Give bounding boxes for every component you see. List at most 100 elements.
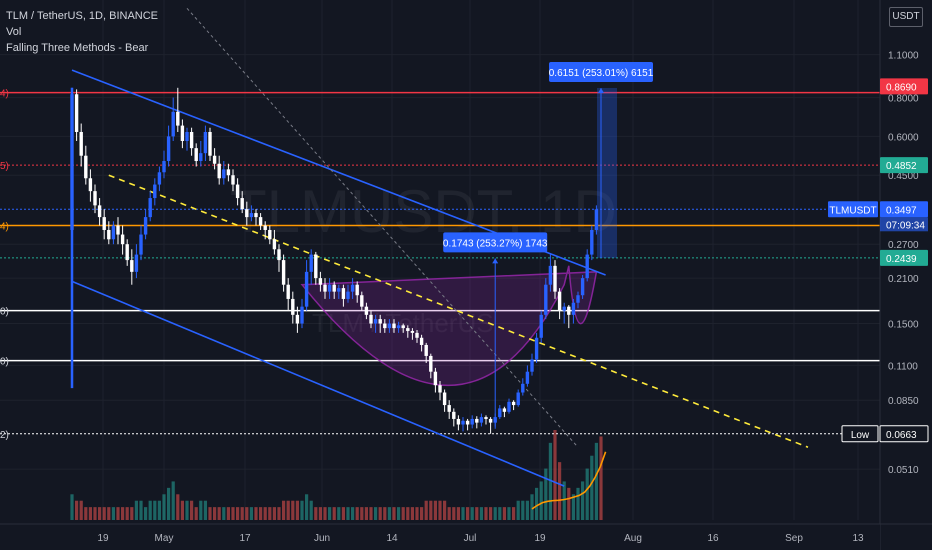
volume-bar [171, 481, 175, 520]
y-tick-label: 0.6000 [888, 132, 919, 143]
candle-body [185, 131, 189, 141]
volume-bar [190, 500, 194, 520]
volume-bar [443, 500, 447, 520]
candle-body [369, 314, 373, 324]
x-tick-label: 19 [97, 533, 109, 544]
candle-body [442, 392, 447, 406]
moving-average-line [531, 451, 607, 510]
candle-body [484, 417, 488, 419]
candle-body [258, 217, 263, 226]
volume-bar [374, 507, 378, 520]
symbol-title[interactable]: TLM / TetherUS, 1D, BINANCE [6, 10, 159, 22]
volume-bar [475, 507, 479, 520]
volume-bar [226, 507, 230, 520]
volume-bar [125, 507, 129, 520]
volume-bar [300, 500, 304, 520]
candle-body [263, 225, 267, 230]
volume-bar [599, 436, 603, 520]
price-tag-label: Low [851, 430, 870, 441]
price-level-left-label: 2) [0, 430, 9, 441]
indicator-pattern-label[interactable]: Falling Three Methods - Bear [6, 42, 149, 54]
candle-body [475, 418, 479, 423]
volume-bar [236, 507, 240, 520]
volume-bar [245, 507, 249, 520]
volume-bar [364, 507, 368, 520]
volume-bar [562, 481, 566, 520]
candle-body [203, 131, 208, 154]
price-level-left-label: 5) [0, 161, 9, 172]
volume-bar [70, 494, 74, 520]
candle-body [97, 205, 102, 218]
volume-bar [484, 507, 488, 520]
volume-bar [493, 507, 497, 520]
candle-body [364, 306, 369, 315]
candle-body [268, 229, 272, 240]
volume-bar [75, 500, 79, 520]
y-tick-label: 0.2700 [888, 240, 919, 251]
candle-body [74, 94, 79, 132]
candle-body [410, 330, 415, 333]
candle-body [488, 418, 493, 423]
candle-body [590, 229, 594, 255]
measurement-label-box [549, 61, 653, 82]
candle-body [401, 325, 405, 329]
volume-bar [116, 507, 120, 520]
chart-legend: TLM / TetherUS, 1D, BINANCE Vol Falling … [6, 8, 158, 56]
candle-body [304, 271, 309, 307]
candle-body [511, 401, 516, 406]
candle-body [286, 284, 290, 299]
y-tick-label: 0.2100 [888, 274, 919, 285]
y-tick-label: 1.1000 [888, 51, 919, 62]
volume-bar [203, 500, 207, 520]
volume-bar [360, 507, 364, 520]
candle-body [194, 148, 198, 162]
currency-button[interactable]: USDT [889, 7, 923, 27]
candle-body [249, 213, 254, 218]
candle-body [539, 314, 543, 338]
candle-body [189, 131, 194, 149]
candle-body [240, 198, 244, 210]
price-axis-label: 0.0663 [886, 430, 917, 441]
volume-bar [323, 507, 327, 520]
volume-bar [558, 462, 562, 520]
volume-bar [387, 507, 391, 520]
volume-bar [512, 507, 516, 520]
candle-body [148, 198, 152, 218]
price-level-left-label: 4) [0, 222, 9, 233]
candle-body [594, 209, 599, 230]
price-level-left-label: 0) [0, 307, 9, 318]
volume-bar [282, 500, 286, 520]
volume-bar [452, 507, 456, 520]
candle-body [226, 169, 231, 176]
volume-bar [571, 494, 575, 520]
candle-body [153, 184, 157, 199]
candle-body [120, 234, 125, 245]
price-level-left-label: 4) [0, 89, 9, 100]
candle-body [332, 284, 336, 292]
x-tick-label: Sep [785, 533, 803, 544]
indicator-volume-label[interactable]: Vol [6, 26, 22, 38]
volume-bar [194, 507, 198, 520]
candle-body [116, 225, 120, 235]
price-axis-label-box [880, 249, 928, 266]
candle-body [525, 371, 530, 384]
volume-bar [139, 500, 143, 520]
measurement-arrowhead [492, 258, 499, 264]
y-tick-label: 0.0850 [888, 396, 919, 407]
volume-bar [447, 507, 451, 520]
volume-bar [102, 507, 106, 520]
volume-bar [213, 507, 217, 520]
x-tick-label: Jul [464, 533, 477, 544]
y-tick-label: 0.1100 [888, 361, 918, 372]
volume-bar [433, 500, 437, 520]
candle-body [548, 265, 553, 285]
volume-bar [328, 507, 332, 520]
candle-body [295, 314, 300, 324]
price-level-left-label: 0) [0, 357, 9, 368]
volume-bar [79, 500, 83, 520]
candle-body [208, 131, 212, 156]
candle-body [433, 371, 438, 386]
volume-bar [479, 507, 483, 520]
